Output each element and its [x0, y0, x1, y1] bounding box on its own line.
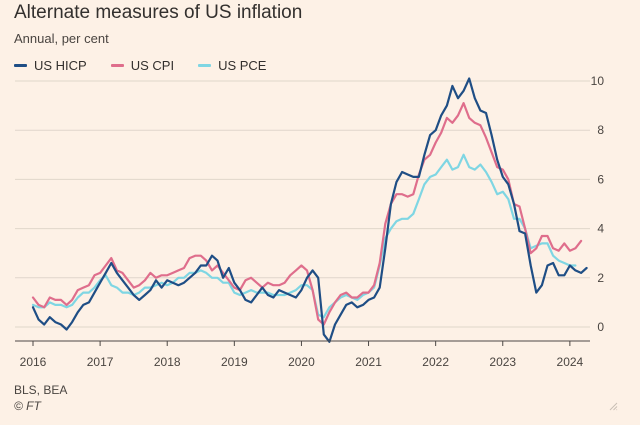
x-tick-label-2021: 2021 — [355, 355, 382, 369]
x-tick-label-2018: 2018 — [154, 355, 181, 369]
y-tick-label-4: 4 — [597, 222, 604, 236]
series-line-hicp — [31, 77, 588, 343]
legend-label-cpi: US CPI — [130, 58, 175, 73]
legend-item-cpi: US CPI — [110, 58, 175, 73]
chart-subtitle: Annual, per cent — [14, 31, 109, 46]
x-tick-label-2017: 2017 — [87, 355, 114, 369]
y-tick-label-0: 0 — [597, 320, 604, 334]
x-tick-label-2024: 2024 — [557, 355, 584, 369]
y-tick-label-6: 6 — [597, 172, 604, 186]
resize-corner-icon — [609, 402, 618, 411]
series-line-cpi — [31, 102, 583, 326]
y-tick-label-2: 2 — [597, 271, 604, 285]
x-tick-label-2016: 2016 — [20, 355, 47, 369]
y-tick-label-10: 10 — [591, 74, 605, 88]
series-layer — [31, 77, 588, 343]
source-note: BLS, BEA — [14, 383, 68, 397]
y-tick-label-8: 8 — [597, 123, 604, 137]
grid-layer — [15, 80, 590, 328]
legend-label-hicp: US HICP — [34, 58, 87, 73]
legend: US HICP US CPI US PCE — [14, 58, 290, 73]
chart-title: Alternate measures of US inflation — [14, 2, 303, 23]
legend-swatch-cpi — [110, 64, 124, 67]
axis-layer: 0 2 4 6 8 10 2016 2017 2018 2019 2020 2021 2022 2023 2… — [15, 74, 604, 369]
x-tick-label-2022: 2022 — [422, 355, 449, 369]
legend-label-pce: US PCE — [218, 58, 267, 73]
x-tick-label-2020: 2020 — [288, 355, 315, 369]
legend-swatch-hicp — [14, 64, 27, 67]
legend-item-hicp: US HICP — [14, 58, 87, 73]
legend-swatch-pce — [198, 64, 212, 67]
legend-item-pce: US PCE — [198, 58, 266, 73]
copyright-note: © FT — [14, 399, 41, 413]
x-tick-label-2023: 2023 — [489, 355, 516, 369]
x-tick-label-2019: 2019 — [221, 355, 248, 369]
